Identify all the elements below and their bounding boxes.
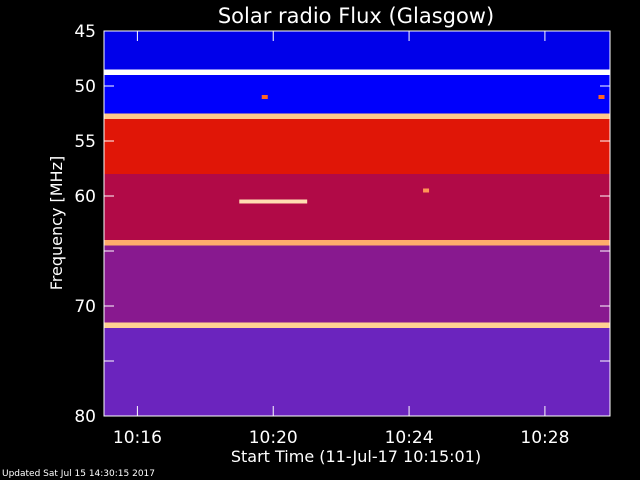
update-timestamp: Updated Sat Jul 15 14:30:15 2017 (2, 469, 156, 479)
frequency-band (104, 322, 610, 328)
y-tick-label: 50 (74, 77, 96, 97)
frequency-band (104, 174, 610, 240)
frequency-band (104, 119, 610, 174)
narrowband-burst (239, 199, 308, 204)
plot-frame (103, 30, 611, 417)
burst-spot (598, 95, 605, 99)
x-tick-label: 10:16 (113, 428, 162, 448)
frequency-band (104, 69, 610, 75)
frequency-band (104, 245, 610, 323)
y-tick-label: 55 (74, 132, 96, 152)
y-tick-label: 70 (74, 297, 96, 317)
burst-spot (261, 95, 268, 99)
frequency-band (104, 328, 610, 416)
frequency-band (104, 240, 610, 246)
plot-area (103, 30, 611, 417)
frequency-band (104, 75, 610, 114)
y-tick-label: 60 (74, 187, 96, 207)
y-tick-label: 45 (74, 22, 96, 42)
x-axis-ticks: 10:16 10:20 10:24 10:28 (113, 31, 569, 448)
x-tick-label: 10:20 (249, 428, 298, 448)
frequency-band (104, 113, 610, 119)
chart-title: Solar radio Flux (Glasgow) (218, 4, 494, 28)
y-tick-label: 80 (74, 407, 96, 427)
y-axis-label: Frequency [MHz] (47, 156, 66, 290)
burst-spot (423, 188, 430, 193)
y-axis-ticks: 45 50 55 60 70 80 (74, 22, 610, 427)
x-tick-label: 10:28 (520, 428, 569, 448)
x-axis-label: Start Time (11-Jul-17 10:15:01) (231, 447, 481, 466)
x-tick-label: 10:24 (385, 428, 434, 448)
frequency-band (104, 31, 610, 70)
